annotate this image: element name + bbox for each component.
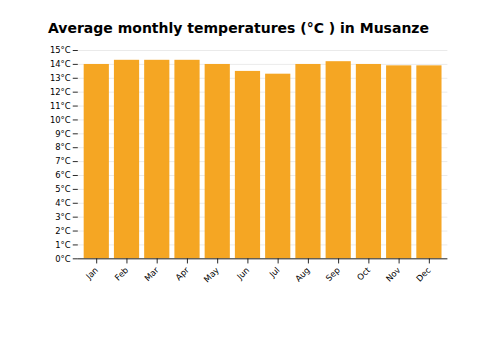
svg-text:0°C: 0°C	[55, 254, 71, 264]
svg-text:6°C: 6°C	[55, 170, 71, 180]
svg-text:7°C: 7°C	[55, 156, 71, 166]
svg-text:5°C: 5°C	[55, 184, 71, 194]
svg-text:3°C: 3°C	[55, 212, 71, 222]
svg-text:2°C: 2°C	[55, 226, 71, 236]
svg-text:10°C: 10°C	[50, 115, 71, 125]
svg-text:4°C: 4°C	[55, 198, 71, 208]
svg-text:Nov: Nov	[384, 265, 403, 284]
svg-text:Feb: Feb	[113, 265, 131, 283]
svg-text:Mar: Mar	[142, 265, 161, 284]
svg-text:8°C: 8°C	[55, 142, 71, 152]
svg-text:9°C: 9°C	[55, 129, 71, 139]
svg-text:Dec: Dec	[414, 265, 433, 284]
html-text:Average monthly temperatures (: Average monthly temperatures (°C ) in Mu…	[48, 20, 429, 36]
svg-text:May: May	[202, 265, 221, 284]
svg-text:13°C: 13°C	[50, 73, 71, 83]
svg-text:15°C: 15°C	[50, 45, 71, 55]
svg-text:Sep: Sep	[324, 265, 342, 283]
svg-text:12°C: 12°C	[50, 87, 71, 97]
svg-text:Jul: Jul	[267, 265, 282, 280]
svg-text:1°C: 1°C	[55, 240, 71, 250]
svg-text:Apr: Apr	[173, 265, 191, 283]
svg-text:14°C: 14°C	[50, 59, 71, 69]
svg-text:Jan: Jan	[83, 265, 100, 282]
svg-text:Oct: Oct	[355, 264, 373, 282]
svg-text:Jun: Jun	[234, 265, 251, 282]
svg-text:Aug: Aug	[293, 265, 312, 284]
svg-text:11°C: 11°C	[50, 101, 71, 111]
